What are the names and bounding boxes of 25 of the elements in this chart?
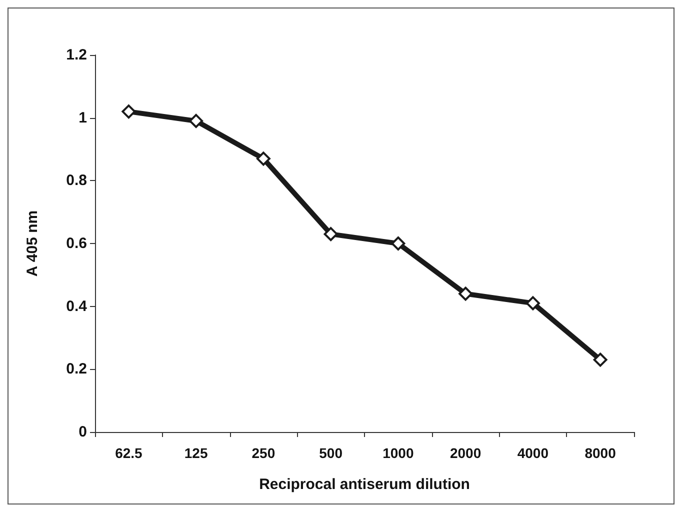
x-tick-label: 1000 [382, 445, 414, 461]
point [391, 236, 406, 250]
point [458, 286, 473, 301]
y-tick-label: 0 [78, 424, 87, 440]
x-tick-label: 2000 [450, 445, 482, 461]
y-axis-title: A 405 nm [24, 210, 41, 277]
y-tick-label: 0.4 [66, 298, 88, 315]
y-tick-label: 0.2 [66, 360, 87, 378]
y-tick-label: 0.8 [66, 172, 87, 190]
x-tick-label: 500 [319, 445, 343, 461]
x-tick-label: 62.5 [115, 445, 143, 461]
x-tick-label: 125 [184, 445, 208, 461]
x-tick-label: 4000 [517, 445, 549, 461]
y-tick-label: 0.6 [66, 235, 87, 252]
point [256, 152, 270, 166]
y-tick-label: 1.2 [66, 46, 87, 64]
x-axis-title: Reciprocal antiserum dilution [259, 476, 470, 493]
y-tick-label: 1 [78, 109, 87, 126]
point [122, 104, 136, 119]
x-tick-label: 8000 [584, 445, 616, 461]
point [526, 296, 540, 310]
point [189, 114, 204, 128]
point [324, 227, 338, 242]
x-tick-label: 250 [252, 445, 276, 461]
point [593, 352, 608, 367]
